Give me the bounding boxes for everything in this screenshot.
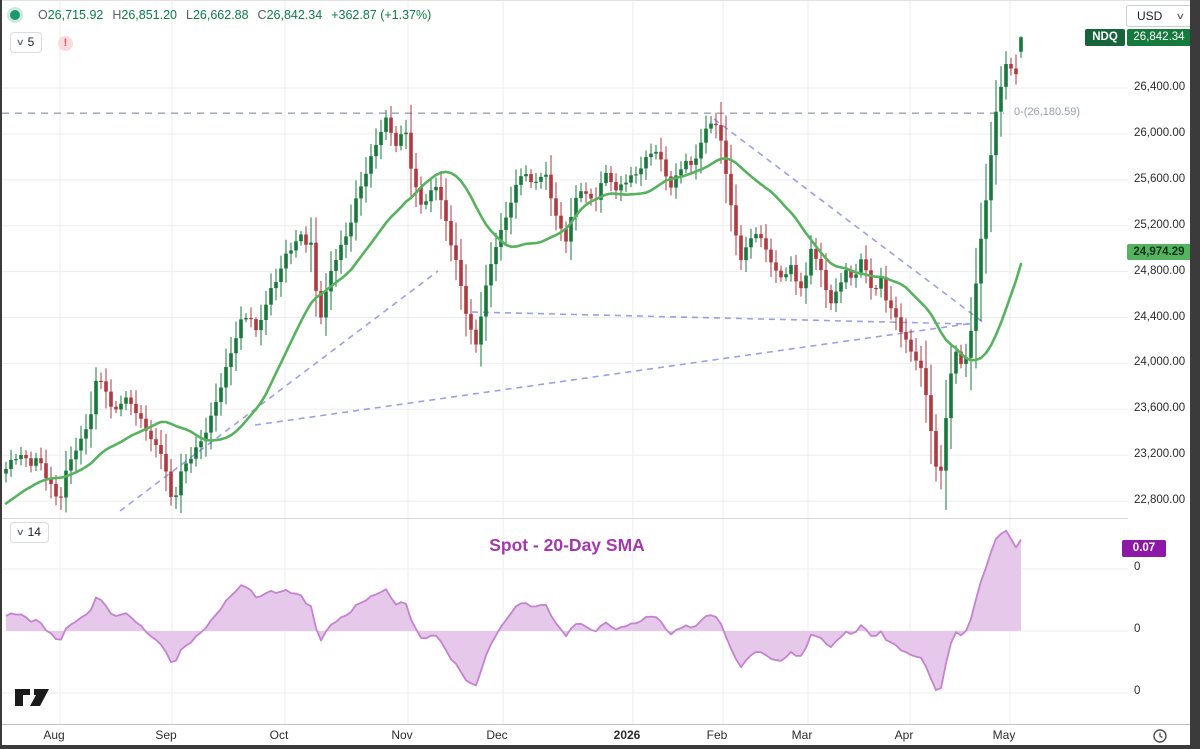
price-axis-label: 24,800.00 [1134,264,1186,277]
price-axis-label: 24,400.00 [1134,310,1186,323]
oscillator-axis-label: 0 [1134,685,1141,697]
tradingview-logo[interactable] [15,689,49,707]
symbol-dot-icon [10,10,20,20]
change-value: +362.87 (+1.37%) [331,8,432,22]
price-scale[interactable]: 26,400.00 26,000.00 25,600.00 25,200.00 24,8… [1128,1,1190,724]
time-axis-label: Nov [391,728,413,742]
time-axis-separator [2,724,1190,725]
price-axis-label: 23,600.00 [1134,402,1186,415]
oscillator-axis-label: 0 [1134,623,1141,635]
price-axis-label: 23,200.00 [1134,448,1186,461]
interval-value: 5 [27,35,35,49]
time-axis-label: May [992,728,1016,742]
time-axis-label: Oct [269,728,289,742]
indicator-length-value: 14 [27,525,41,539]
panel-separator[interactable] [2,518,1128,519]
time-axis-label: Dec [486,728,508,742]
low-value: L 26,662.88 [185,8,249,22]
indicator-length-selector[interactable]: ∨ 14 [10,522,49,543]
last-price-badge: 26,842.34 [1127,29,1190,46]
price-axis-label: 26,000.00 [1134,126,1186,139]
chevron-down-icon: ∨ [15,36,25,47]
timezone-clock-button[interactable] [1152,728,1168,744]
symbol-badge: NDQ [1085,29,1125,46]
ohlc-legend: O 26,715.92 H 26,851.20 L 26,662.88 C 26,842… [10,8,431,22]
close-value: C 26,842.34 [257,8,323,22]
time-scale[interactable]: Aug Sep Oct Nov Dec 2026 Feb Mar Apr May [2,725,1190,745]
indicator-title: Spot - 20-Day SMA [489,535,645,555]
price-axis-label: 26,400.00 [1134,81,1186,93]
level-line-label: 0-(26,180.59) [1014,106,1081,118]
time-axis-label: 2026 [613,728,641,742]
time-axis-label: Feb [706,728,728,742]
time-axis-label: Aug [43,728,65,742]
oscillator-axis-label: 0 [1134,561,1141,573]
price-axis-label: 24,000.00 [1134,356,1186,369]
time-axis-label: Sep [155,728,177,742]
sma-price-badge: 24,974.29 [1127,244,1190,260]
price-axis-label: 22,800.00 [1134,494,1186,507]
high-value: H 26,851.20 [112,8,177,22]
interval-selector[interactable]: ∨ 5 [10,32,43,53]
currency-label: USD [1137,9,1163,23]
oscillator-value-badge: 0.07 [1122,540,1166,557]
chevron-down-icon: ∨ [15,526,25,537]
price-axis-label: 25,200.00 [1134,218,1186,231]
currency-dropdown[interactable]: USD ∨ [1126,5,1190,27]
open-value: O 26,715.92 [38,8,104,22]
time-axis-label: Mar [791,728,813,742]
chart-svg [2,1,1128,724]
chart-canvas[interactable] [2,1,1128,724]
alert-badge[interactable]: ! [58,36,73,51]
chevron-down-icon: ∨ [1175,10,1186,21]
price-axis-label: 25,600.00 [1134,172,1186,185]
time-axis-label: Apr [894,728,914,742]
